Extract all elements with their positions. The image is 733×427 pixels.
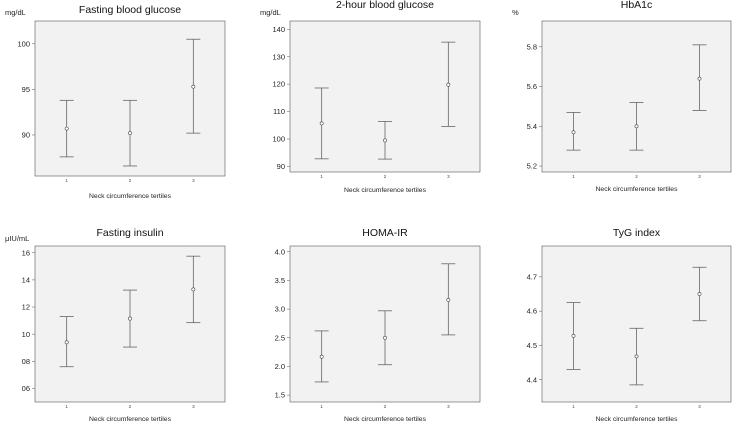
x-tick-label: 2 [129,178,132,183]
x-tick-label: 1 [320,174,323,179]
x-tick-label: 2 [384,174,387,179]
y-tick-label: 3.5 [275,276,285,285]
x-axis-label: Neck circumference tertiles [344,416,427,423]
mean-point [697,292,702,296]
y-tick-label: 100 [17,39,30,48]
mean-point [383,138,387,143]
x-tick-label: 1 [572,404,575,409]
x-tick-label: 2 [129,404,132,409]
y-tick-label: 1.5 [275,391,285,400]
y-tick-label: 10 [22,330,30,339]
y-tick-label: 5.2 [527,162,537,171]
chart-title: Fasting insulin [96,227,163,239]
y-tick-label: 4.6 [527,307,537,316]
y-tick-label: 90 [22,131,30,140]
y-axis-unit: % [512,8,519,17]
y-tick-label: 4.5 [527,341,537,350]
y-axis-unit: mg/dL [5,8,26,17]
y-tick-label: 06 [22,384,30,393]
chart-panel-5: HOMA-IR 1.5 2.0 2.5 3.0 3.5 4.0 1 2 3 Neck circumf… [275,227,481,423]
x-tick-label: 1 [572,174,575,179]
mean-point [191,84,196,89]
x-tick-label: 2 [635,404,638,409]
mean-point [697,76,702,81]
mean-point [64,126,69,131]
y-tick-label: 5.8 [527,42,537,51]
x-tick-label: 3 [698,404,701,409]
mean-point [446,298,451,302]
y-tick-label: 120 [272,80,285,89]
x-axis-label: Neck circumference tertiles [344,187,427,194]
y-tick-label: 90 [277,162,285,171]
chart-panel-6: TyG index 4.4 4.5 4.6 4.7 1 2 3 Neck circumferen… [527,227,732,423]
y-tick-label: 5.4 [527,122,537,131]
mean-point [571,333,576,338]
y-tick-label: 100 [272,135,285,144]
x-tick-label: 3 [698,174,701,179]
y-tick-label: 5.6 [527,82,537,91]
x-tick-label: 1 [65,178,68,183]
mean-point [191,287,196,292]
mean-point [128,131,132,136]
y-tick-label: 16 [22,248,30,257]
y-tick-label: 2.0 [275,362,285,371]
x-tick-label: 2 [635,174,638,179]
mean-point [571,130,576,135]
y-tick-label: 08 [22,357,30,366]
y-tick-label: 2.5 [275,333,285,342]
mean-point [319,354,324,359]
x-tick-label: 2 [384,404,387,409]
mean-point [64,340,69,345]
y-axis-unit: mg/dL [260,8,281,17]
mean-point [634,124,639,129]
y-tick-label: 140 [272,25,285,34]
y-axis-unit: μIU/mL [5,234,29,243]
chart-title: HbA1c [621,0,653,11]
y-tick-label: 110 [273,107,285,116]
x-axis-label: Neck circumference tertiles [89,193,172,200]
x-tick-label: 3 [192,404,195,409]
mean-point [383,335,387,340]
chart-title: Fasting blood glucose [79,4,181,16]
chart-title: 2-hour blood glucose [336,0,434,11]
y-tick-label: 12 [22,303,30,312]
y-tick-label: 4.0 [275,247,285,256]
mean-point [634,354,639,359]
chart-panel-1: Fasting blood glucose mg/dL 90 95 100 1 2 3 Neck… [5,4,226,200]
x-axis-label: Neck circumference tertiles [596,186,679,193]
y-tick-label: 3.0 [275,305,285,314]
mean-point [319,121,324,126]
mean-point [446,82,451,87]
mean-point [128,316,132,321]
chart-panel-3: HbA1c% 5.2 5.4 5.6 5.8 1 2 3 Neck circumference … [512,0,732,193]
y-tick-label: 130 [272,52,285,61]
chart-title: TyG index [613,227,661,239]
chart-panel-2: 2-hour blood glucose mg/dL 90 100 110 120 130 1… [260,0,481,194]
x-axis-label: Neck circumference tertiles [596,416,679,423]
x-tick-label: 3 [447,404,450,409]
x-tick-label: 1 [320,404,323,409]
chart-title: HOMA-IR [362,227,408,239]
x-tick-label: 1 [65,404,68,409]
x-tick-label: 3 [192,178,195,183]
x-tick-label: 3 [447,174,450,179]
x-axis-label: Neck circumference tertiles [89,416,172,423]
y-tick-label: 14 [22,276,30,285]
y-tick-label: 4.7 [527,272,537,281]
y-tick-label: 4.4 [527,375,537,384]
y-tick-label: 95 [22,85,30,94]
